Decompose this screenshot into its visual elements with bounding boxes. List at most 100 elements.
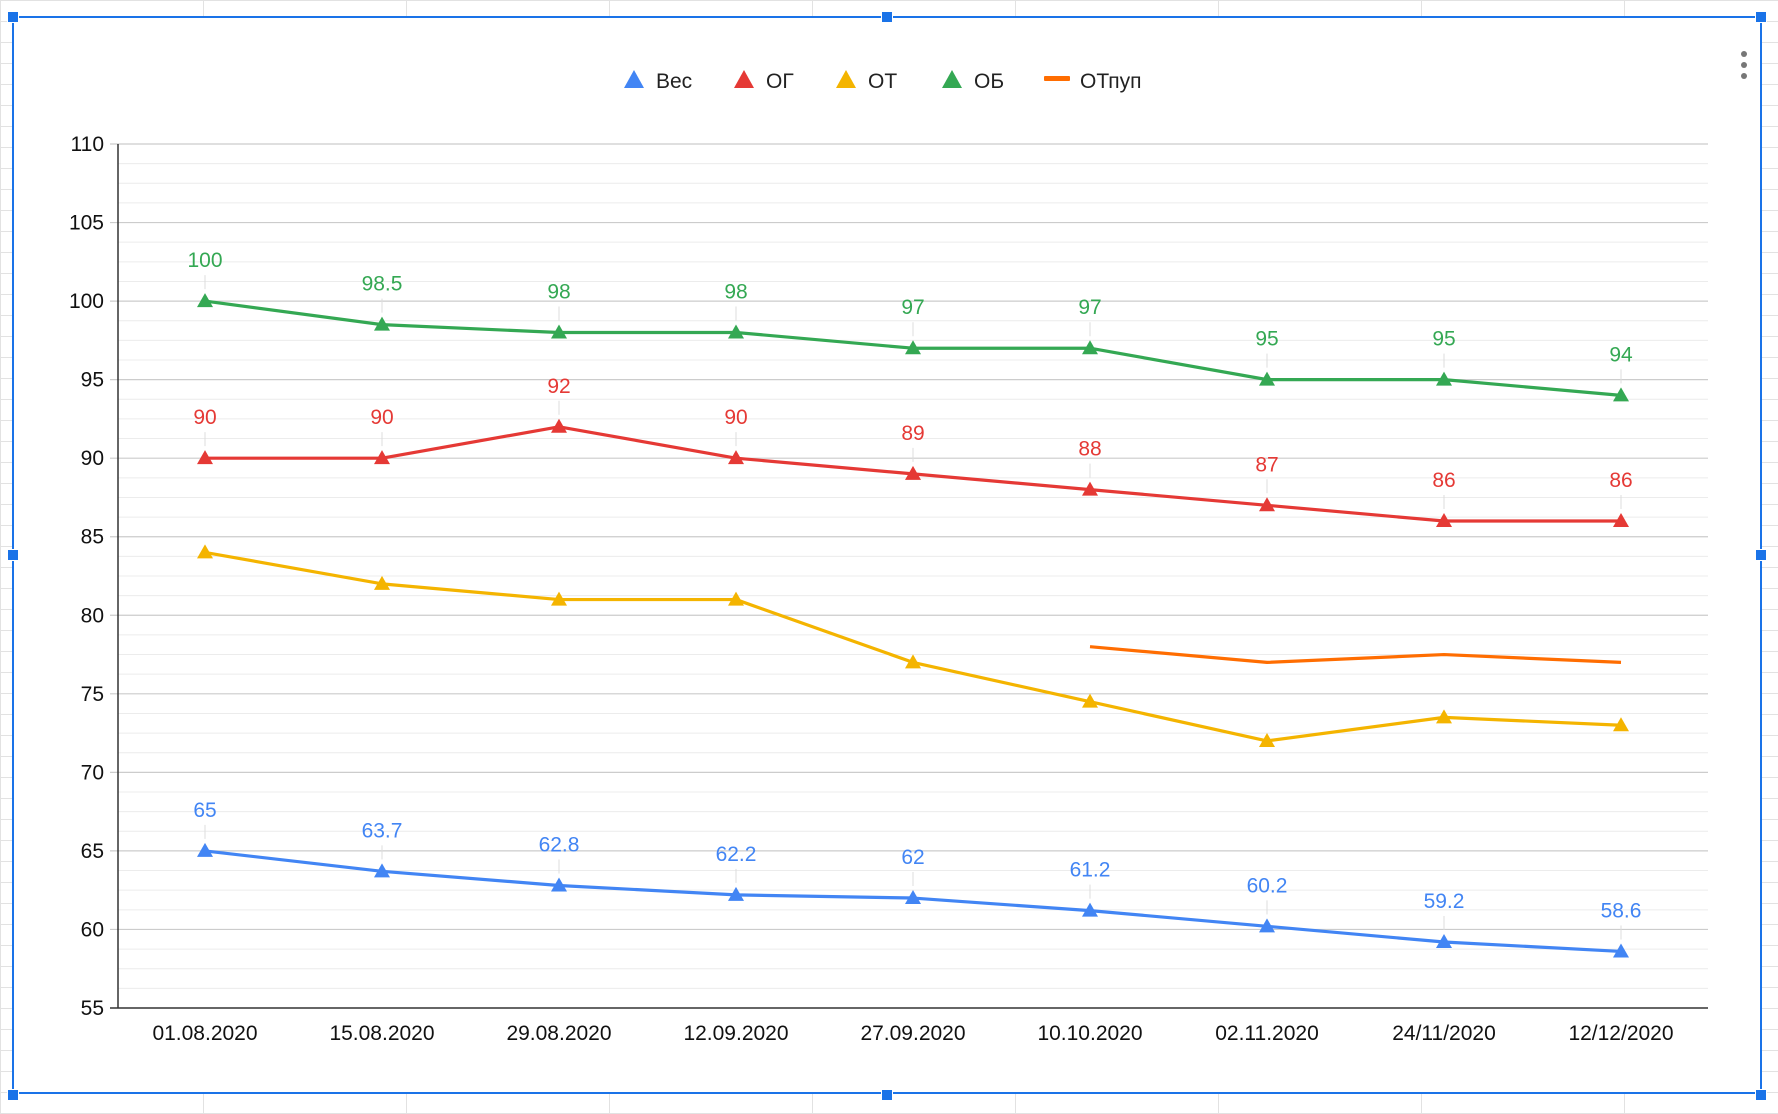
data-label: 90 (193, 406, 216, 429)
legend-label: Вес (656, 70, 692, 93)
data-label: 59.2 (1424, 890, 1465, 913)
data-label: 65 (193, 799, 216, 822)
resize-handle-bottom-right[interactable] (1755, 1089, 1767, 1101)
y-tick-label: 110 (71, 133, 104, 156)
series-line (1089, 645, 1622, 665)
resize-handle-bottom-center[interactable] (881, 1089, 893, 1101)
data-point (551, 324, 567, 339)
data-label: 95 (1255, 328, 1278, 351)
legend-label: ОГ (766, 70, 794, 93)
data-point (1082, 902, 1098, 917)
data-label: 94 (1609, 343, 1633, 366)
data-point (1436, 934, 1452, 949)
data-point (551, 418, 567, 433)
resize-handle-bottom-left[interactable] (7, 1089, 19, 1101)
data-label: 61.2 (1070, 859, 1111, 882)
x-tick-label: 15.08.2020 (329, 1022, 434, 1045)
legend-marker-triangle (624, 70, 644, 88)
data-point (905, 465, 921, 480)
data-label: 97 (1078, 296, 1101, 319)
data-point (197, 544, 213, 559)
resize-handle-middle-right[interactable] (1755, 549, 1767, 561)
data-point (1259, 732, 1275, 747)
data-label: 98 (724, 281, 747, 304)
data-point (728, 450, 744, 465)
data-point (1259, 497, 1275, 512)
resize-handle-top-right[interactable] (1755, 11, 1767, 23)
data-label: 62 (901, 846, 924, 869)
line-chart: 55 60 65 70 75 80 85 90 95 100 105 110 01.08.2020 15.… (69, 70, 1708, 1045)
data-label: 98 (547, 281, 570, 304)
x-tick-label: 29.08.2020 (506, 1022, 611, 1045)
legend-label: ОТпуп (1080, 70, 1141, 93)
legend-marker-triangle (942, 70, 962, 88)
data-point (374, 450, 390, 465)
data-point (1613, 387, 1629, 402)
legend-marker-triangle (734, 70, 754, 88)
data-label: 90 (724, 406, 747, 429)
y-tick-label: 85 (81, 526, 104, 549)
y-tick-label: 55 (81, 997, 104, 1020)
y-tick-label: 75 (81, 683, 104, 706)
x-tick-label: 12/12/2020 (1568, 1022, 1673, 1045)
x-tick-label: 24/11/2020 (1392, 1022, 1496, 1045)
y-tick-label: 80 (81, 604, 104, 627)
data-label: 86 (1432, 469, 1455, 492)
data-point (1082, 693, 1098, 708)
data-point (728, 886, 744, 901)
data-label: 62.8 (539, 833, 580, 856)
legend-marker-line (1044, 76, 1070, 81)
data-point (374, 575, 390, 590)
y-tick-label: 95 (81, 369, 104, 392)
data-point (551, 877, 567, 892)
data-label: 97 (901, 296, 924, 319)
resize-handle-top-center[interactable] (881, 11, 893, 23)
legend-label: ОТ (868, 70, 897, 93)
data-point (1436, 371, 1452, 386)
data-point (1259, 371, 1275, 386)
data-point (905, 654, 921, 669)
data-label: 95 (1432, 328, 1455, 351)
data-label: 60.2 (1247, 874, 1288, 897)
data-point (905, 340, 921, 355)
data-label: 98.5 (362, 273, 403, 296)
data-point (728, 591, 744, 606)
x-tick-label: 01.08.2020 (152, 1022, 257, 1045)
resize-handle-middle-left[interactable] (7, 549, 19, 561)
data-point (374, 316, 390, 331)
data-point (1082, 340, 1098, 355)
chart-menu-icon[interactable] (1736, 48, 1752, 86)
chart-container[interactable]: 55 60 65 70 75 80 85 90 95 100 105 110 01.08.2020 15.… (12, 16, 1762, 1094)
data-label: 86 (1609, 469, 1632, 492)
data-label: 89 (901, 422, 924, 445)
series-line (204, 550, 1622, 743)
data-point (374, 863, 390, 878)
x-tick-label: 27.09.2020 (860, 1022, 965, 1045)
data-point (551, 591, 567, 606)
data-label: 90 (370, 406, 393, 429)
x-tick-label: 02.11.2020 (1215, 1022, 1319, 1045)
legend-marker-triangle (836, 70, 856, 88)
resize-handle-top-left[interactable] (7, 11, 19, 23)
data-label: 87 (1255, 453, 1278, 476)
x-tick-label: 10.10.2020 (1037, 1022, 1142, 1045)
data-point (1613, 717, 1629, 732)
y-tick-label: 90 (81, 447, 104, 470)
data-point (1613, 943, 1629, 958)
y-tick-label: 105 (69, 212, 104, 235)
data-point (1082, 481, 1098, 496)
y-tick-label: 60 (81, 918, 104, 941)
data-point (197, 450, 213, 465)
data-point (1436, 513, 1452, 528)
x-tick-label: 12.09.2020 (683, 1022, 788, 1045)
y-tick-label: 65 (81, 840, 104, 863)
data-point (197, 293, 213, 308)
data-label: 63.7 (362, 819, 403, 842)
data-point (1259, 918, 1275, 933)
data-label: 88 (1078, 438, 1101, 461)
data-point (197, 842, 213, 857)
y-tick-label: 70 (81, 761, 104, 784)
data-label: 58.6 (1601, 899, 1642, 922)
y-tick-label: 100 (69, 290, 104, 313)
data-label: 62.2 (716, 843, 757, 866)
